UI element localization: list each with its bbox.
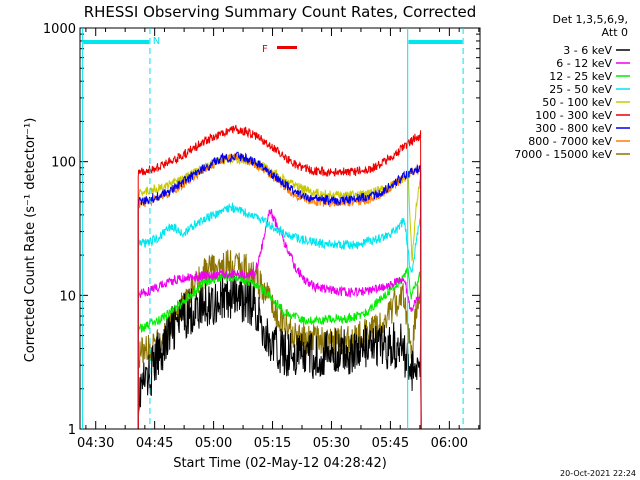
flag-indicators: NF [81, 28, 464, 429]
flag-label-n: N [153, 36, 160, 47]
x-tick-label: 04:30 [77, 436, 114, 451]
y-tick-label: 10 [59, 289, 76, 304]
legend-label: 25 - 50 keV [549, 83, 612, 96]
series-line-3-6-kev [137, 275, 422, 429]
legend-label: 50 - 100 keV [542, 96, 612, 109]
x-tick-label: 05:45 [372, 436, 409, 451]
flare-bar [277, 46, 297, 49]
plot-frame [79, 27, 481, 430]
legend-label: 3 - 6 keV [563, 44, 612, 57]
x-tick-label: 05:30 [313, 436, 350, 451]
legend-label: 7000 - 15000 keV [514, 148, 612, 161]
legend-label: 100 - 300 keV [535, 109, 612, 122]
series-line-12-25-kev [137, 267, 422, 429]
legend-label: 6 - 12 keV [556, 57, 612, 70]
legend-header-line-2: Att 0 [602, 26, 628, 39]
y-axis-label: Corrected Count Rate (s⁻¹ detector⁻¹) [23, 118, 38, 363]
y-tick-label: 100 [51, 156, 76, 171]
x-tick-label: 06:00 [431, 436, 468, 451]
night-bar-left [83, 40, 150, 44]
x-axis-label: Start Time (02-May-12 04:28:42) [173, 456, 387, 471]
night-bar-right [408, 40, 463, 44]
y-tick-label: 1000 [43, 22, 76, 37]
legend-header-line-1: Det 1,3,5,6,9, [552, 13, 628, 26]
legend-label: 300 - 800 keV [535, 122, 612, 135]
plot-timestamp: 20-Oct-2021 22:24 [560, 469, 636, 478]
x-tick-label: 04:45 [136, 436, 173, 451]
x-tick-label: 05:15 [254, 436, 291, 451]
flag-label-f: F [262, 44, 268, 55]
plot-area [137, 124, 422, 429]
y-tick-label: 1 [68, 423, 76, 438]
series-line-300-800-kev [137, 151, 422, 429]
x-tick-label: 05:00 [195, 436, 232, 451]
series-line-25-50-kev [137, 202, 422, 429]
chart-title: RHESSI Observing Summary Count Rates, Co… [84, 3, 477, 21]
series-line-100-300-kev [137, 124, 422, 429]
axis-ticks: 04:30 04:45 05:00 05:15 05:30 05:45 06:00 1 10 10… [43, 22, 481, 451]
legend-label: 800 - 7000 keV [528, 135, 612, 148]
legend-label: 12 - 25 keV [549, 70, 612, 83]
